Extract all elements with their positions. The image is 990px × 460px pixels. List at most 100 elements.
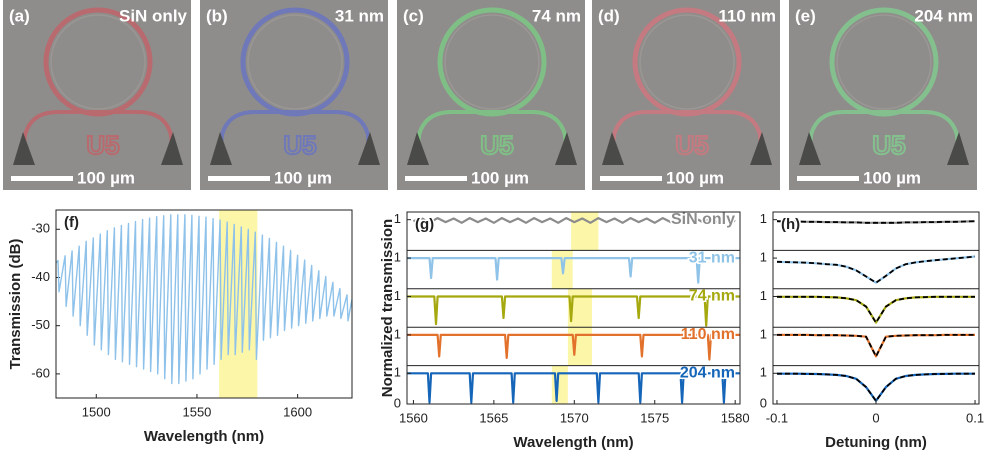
series-line — [777, 333, 975, 358]
scale-bar — [208, 176, 270, 181]
y-tick-label: 1 — [394, 326, 401, 341]
y-tick-label: 1 — [760, 288, 767, 303]
plot-frame — [406, 211, 741, 405]
fit-line — [777, 372, 975, 403]
micrograph: U5 (a) SiN only 100 µm — [3, 0, 191, 190]
series-line — [55, 214, 353, 385]
chip-mark: U5 — [675, 130, 708, 160]
panel-caption: 74 nm — [532, 6, 581, 25]
scale-bar-label: 100 µm — [471, 168, 529, 187]
coupler-pad — [210, 132, 232, 165]
y-tick-label: -60 — [31, 365, 50, 380]
micrograph: U5 (b) 31 nm 100 µm — [200, 0, 388, 190]
chip-mark: U5 — [86, 130, 119, 160]
x-axis-title: Wavelength (nm) — [513, 434, 633, 451]
panel-label: (a) — [9, 6, 30, 25]
y-tick-label: -50 — [31, 317, 50, 332]
scale-bar — [797, 176, 859, 181]
micrograph: U5 (e) 204 nm 100 µm — [789, 0, 977, 190]
series-line — [777, 295, 975, 324]
scale-bar-label: 100 µm — [666, 168, 724, 187]
series-label: SiN only — [671, 211, 735, 228]
y-axis-title: Transmission (dB) — [7, 239, 24, 370]
coupler-pad — [602, 132, 624, 165]
bus-waveguide — [415, 110, 569, 161]
panel-label: (d) — [598, 6, 620, 25]
y-tick-label: 1 — [760, 365, 767, 380]
panel-caption: 31 nm — [335, 6, 384, 25]
fit-line — [776, 255, 976, 284]
coupler-pad — [799, 132, 821, 165]
y-tick-label: 1 — [394, 211, 401, 226]
fit-line — [777, 334, 975, 359]
coupler-pad — [947, 132, 969, 165]
y-tick-label: 0 — [760, 395, 767, 410]
series-line — [776, 255, 976, 284]
series-line — [407, 295, 740, 327]
y-tick-label: 1 — [760, 326, 767, 341]
chip-mark: U5 — [872, 130, 905, 160]
bus-waveguide — [21, 110, 175, 161]
series-line — [407, 257, 740, 284]
micrograph: U5 (c) 74 nm 100 µm — [397, 0, 585, 190]
chip-mark: U5 — [283, 130, 316, 160]
bus-waveguide — [610, 110, 764, 161]
x-tick-label: 1550 — [182, 404, 211, 419]
scale-bar-label: 100 µm — [863, 168, 921, 187]
ring-inner — [247, 14, 343, 110]
panel-caption: 110 nm — [718, 6, 776, 25]
x-tick-label: 1565 — [479, 410, 508, 425]
ring-inner — [50, 14, 146, 110]
highlight-band — [567, 327, 592, 366]
y-tick-label: 1 — [394, 250, 401, 265]
coupler-pad — [358, 132, 380, 165]
highlight-band — [551, 365, 568, 404]
x-tick-label: 0 — [872, 410, 879, 425]
x-tick-label: 1575 — [640, 410, 669, 425]
scale-bar — [600, 176, 662, 181]
series-label: 110 nm — [681, 326, 735, 343]
micrograph-background — [592, 0, 780, 190]
x-tick-label: 0.1 — [966, 410, 984, 425]
plot-frame — [772, 211, 980, 405]
chip-mark: U5 — [480, 130, 513, 160]
scale-bar-label: 100 µm — [77, 168, 135, 187]
series-line — [407, 372, 740, 404]
fit-line — [776, 220, 976, 224]
panel-caption: SiN only — [119, 6, 188, 25]
coupler-pad — [161, 132, 183, 165]
micrograph-background — [200, 0, 388, 190]
micrograph: U5 (d) 110 nm 100 µm — [592, 0, 780, 190]
y-tick-label: 1 — [760, 211, 767, 226]
series-label: 204 nm — [680, 364, 735, 381]
ring-inner — [444, 14, 540, 110]
micrograph-background — [397, 0, 585, 190]
y-tick-label: -30 — [31, 221, 50, 236]
panel-caption: 204 nm — [914, 6, 973, 25]
series-line — [777, 372, 975, 402]
coupler-pad — [407, 132, 429, 165]
x-tick-label: 1580 — [721, 410, 750, 425]
panel-label: (g) — [415, 216, 434, 233]
ring-inner — [836, 14, 932, 110]
y-axis-title: Normalized transmission — [379, 219, 396, 397]
panel-label: (h) — [781, 216, 800, 233]
micrograph-background — [789, 0, 977, 190]
x-axis-title: Detuning (nm) — [825, 434, 927, 451]
series-label: 74 nm — [689, 288, 735, 305]
x-tick-label: 1560 — [399, 410, 428, 425]
y-tick-label: 0 — [394, 395, 401, 410]
bus-waveguide — [807, 110, 961, 161]
coupler-pad — [750, 132, 772, 165]
plot-frame — [55, 209, 353, 399]
panel-label: (c) — [403, 6, 424, 25]
x-axis-title: Wavelength (nm) — [144, 428, 264, 445]
micrograph-background — [3, 0, 191, 190]
scale-bar — [11, 176, 73, 181]
scale-bar — [405, 176, 467, 181]
y-tick-label: -40 — [31, 269, 50, 284]
series-label: 31 nm — [689, 249, 735, 266]
panel-label: (f) — [64, 214, 79, 231]
bus-waveguide — [218, 110, 372, 161]
